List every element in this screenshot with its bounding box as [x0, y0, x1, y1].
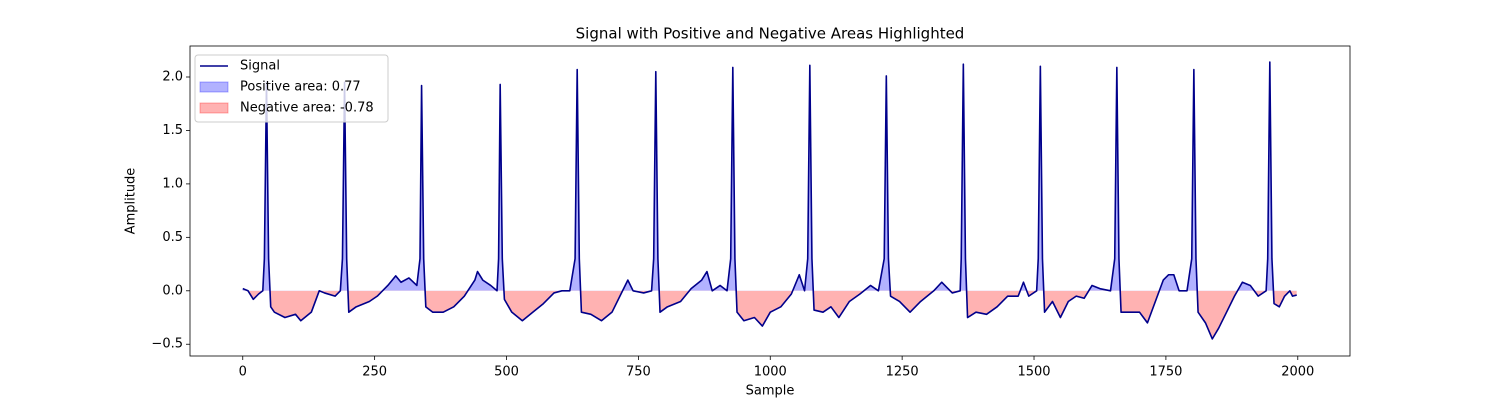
- y-axis-label: Amplitude: [124, 168, 139, 235]
- y-tick-label: −0.5: [151, 337, 183, 352]
- x-tick-label: 1750: [1149, 365, 1182, 380]
- legend-label: Positive area: 0.77: [240, 80, 361, 95]
- plot-frame: [189, 45, 1351, 357]
- legend-label: Signal: [240, 59, 280, 74]
- x-tick-label: 1250: [886, 365, 919, 380]
- x-tick-label: 250: [362, 365, 387, 380]
- legend-box: [194, 54, 389, 123]
- x-tick-label: 0: [239, 365, 247, 380]
- legend-label: Negative area: -0.78: [240, 101, 374, 116]
- signal-line: [242, 61, 1297, 340]
- x-tick-label: 1500: [1017, 365, 1050, 380]
- y-tick-label: 1.0: [162, 176, 183, 191]
- negative-area: [248, 290, 1297, 339]
- x-tick-label: 2000: [1281, 365, 1314, 380]
- x-axis-label: Sample: [746, 384, 795, 399]
- x-tick-label: 1000: [754, 365, 787, 380]
- y-tick-label: 0.0: [162, 283, 183, 298]
- x-tick-label: 500: [494, 365, 519, 380]
- y-tick-label: 2.0: [162, 70, 183, 85]
- legend-swatch: [199, 102, 229, 114]
- legend-swatch: [199, 81, 229, 93]
- chart-title: Signal with Positive and Negative Areas …: [576, 25, 965, 43]
- y-tick-label: 1.5: [162, 123, 183, 138]
- x-tick-label: 750: [626, 365, 651, 380]
- positive-area: [242, 62, 1297, 291]
- y-tick-label: 0.5: [162, 230, 183, 245]
